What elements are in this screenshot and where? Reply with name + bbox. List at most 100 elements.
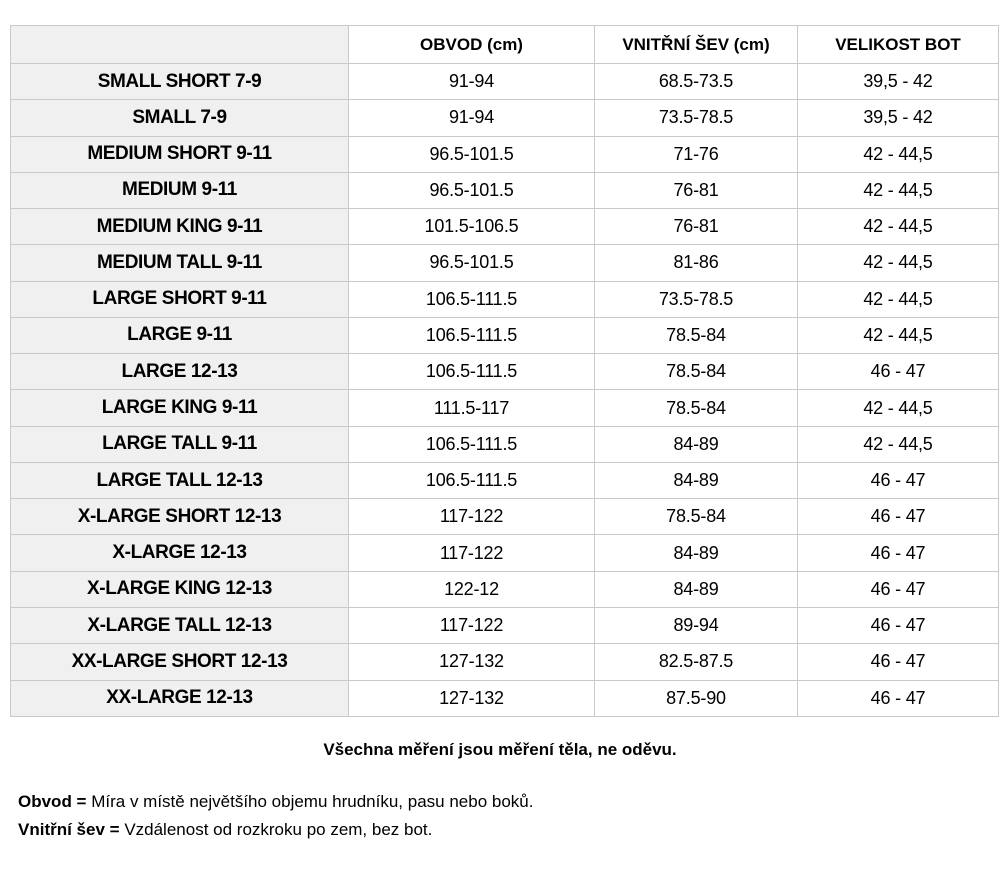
cell-value: 106.5-111.5 [348,425,595,463]
table-header-row: OBVOD (cm) VNITŘNÍ ŠEV (cm) VELIKOST BOT [10,25,999,64]
definition-vnitrni-sev-text: Vzdálenost od rozkroku po zem, bez bot. [124,820,433,839]
cell-value: 89-94 [594,606,798,645]
definition-obvod-term: Obvod = [18,792,87,811]
cell-value: 42 - 44,5 [797,171,999,210]
cell-value: 81-86 [594,244,798,282]
table-row: MEDIUM KING 9-11 101.5-106.5 76-81 42 - 44,… [10,208,999,246]
cell-value: 39,5 - 42 [797,99,999,137]
size-table-body: SMALL SHORT 7-9 91-94 68.5-73.5 39,5 - 42 SM… [10,62,999,718]
table-row: XX-LARGE 12-13 127-132 87.5-90 46 - 47 [10,679,999,718]
cell-value: 117-122 [348,606,595,645]
row-label: X-LARGE TALL 12-13 [10,606,349,645]
cell-value: 96.5-101.5 [348,244,595,282]
definition-vnitrni-sev-term: Vnitřní šev = [18,820,120,839]
cell-value: 71-76 [594,135,798,173]
cell-value: 122-12 [348,570,595,608]
cell-value: 42 - 44,5 [797,425,999,463]
cell-value: 127-132 [348,679,595,718]
table-row: X-LARGE KING 12-13 122-12 84-89 46 - 47 [10,570,999,608]
cell-value: 106.5-111.5 [348,316,595,355]
table-row: X-LARGE 12-13 117-122 84-89 46 - 47 [10,534,999,572]
column-header-vnitrni-sev: VNITŘNÍ ŠEV (cm) [594,25,798,64]
definitions-block: Obvod = Míra v místě největšího objemu h… [18,788,533,844]
cell-value: 106.5-111.5 [348,280,595,318]
row-label: MEDIUM KING 9-11 [10,208,349,246]
row-label: X-LARGE KING 12-13 [10,570,349,608]
column-header-obvod: OBVOD (cm) [348,25,595,64]
table-row: LARGE KING 9-11 111.5-117 78.5-84 42 - 44,5 [10,389,999,427]
cell-value: 46 - 47 [797,643,999,681]
cell-value: 42 - 44,5 [797,316,999,355]
cell-value: 73.5-78.5 [594,280,798,318]
cell-value: 127-132 [348,643,595,681]
cell-value: 42 - 44,5 [797,208,999,246]
definition-obvod-text: Míra v místě největšího objemu hrudníku,… [91,792,534,811]
cell-value: 42 - 44,5 [797,280,999,318]
cell-value: 78.5-84 [594,389,798,427]
cell-value: 78.5-84 [594,353,798,391]
corner-cell [10,25,349,64]
definition-vnitrni-sev: Vnitřní šev = Vzdálenost od rozkroku po … [18,816,533,844]
cell-value: 82.5-87.5 [594,643,798,681]
table-row: MEDIUM 9-11 96.5-101.5 76-81 42 - 44,5 [10,171,999,210]
cell-value: 42 - 44,5 [797,135,999,173]
table-row: LARGE TALL 9-11 106.5-111.5 84-89 42 - 44,5 [10,425,999,463]
cell-value: 46 - 47 [797,461,999,500]
cell-value: 46 - 47 [797,606,999,645]
row-label: LARGE TALL 12-13 [10,461,349,500]
cell-value: 106.5-111.5 [348,461,595,500]
cell-value: 76-81 [594,171,798,210]
cell-value: 78.5-84 [594,316,798,355]
row-label: XX-LARGE SHORT 12-13 [10,643,349,681]
cell-value: 46 - 47 [797,570,999,608]
cell-value: 84-89 [594,534,798,572]
table-row: SMALL 7-9 91-94 73.5-78.5 39,5 - 42 [10,99,999,137]
cell-value: 46 - 47 [797,679,999,718]
cell-value: 91-94 [348,62,595,101]
row-label: MEDIUM 9-11 [10,171,349,210]
table-row: MEDIUM TALL 9-11 96.5-101.5 81-86 42 - 44,5 [10,244,999,282]
table-row: X-LARGE SHORT 12-13 117-122 78.5-84 46 - 47 [10,498,999,536]
cell-value: 39,5 - 42 [797,62,999,101]
cell-value: 101.5-106.5 [348,208,595,246]
column-header-velikost-bot: VELIKOST BOT [797,25,999,64]
cell-value: 42 - 44,5 [797,389,999,427]
cell-value: 76-81 [594,208,798,246]
row-label: LARGE 9-11 [10,316,349,355]
table-row: LARGE SHORT 9-11 106.5-111.5 73.5-78.5 42 -… [10,280,999,318]
cell-value: 68.5-73.5 [594,62,798,101]
row-label: LARGE TALL 9-11 [10,425,349,463]
measurement-note: Všechna měření jsou měření těla, ne oděv… [323,740,677,759]
table-row: LARGE TALL 12-13 106.5-111.5 84-89 46 - 47 [10,461,999,500]
cell-value: 46 - 47 [797,353,999,391]
cell-value: 42 - 44,5 [797,244,999,282]
cell-value: 117-122 [348,498,595,536]
table-row: LARGE 12-13 106.5-111.5 78.5-84 46 - 47 [10,353,999,391]
cell-value: 111.5-117 [348,389,595,427]
row-label: SMALL SHORT 7-9 [10,62,349,101]
cell-value: 91-94 [348,99,595,137]
cell-value: 46 - 47 [797,498,999,536]
cell-value: 84-89 [594,570,798,608]
row-label: LARGE SHORT 9-11 [10,280,349,318]
cell-value: 106.5-111.5 [348,353,595,391]
cell-value: 87.5-90 [594,679,798,718]
cell-value: 46 - 47 [797,534,999,572]
definition-obvod: Obvod = Míra v místě největšího objemu h… [18,788,533,816]
cell-value: 96.5-101.5 [348,135,595,173]
cell-value: 84-89 [594,461,798,500]
cell-value: 84-89 [594,425,798,463]
size-chart-table: OBVOD (cm) VNITŘNÍ ŠEV (cm) VELIKOST BOT… [10,25,999,718]
table-row: XX-LARGE SHORT 12-13 127-132 82.5-87.5 46 -… [10,643,999,681]
row-label: LARGE 12-13 [10,353,349,391]
row-label: LARGE KING 9-11 [10,389,349,427]
cell-value: 78.5-84 [594,498,798,536]
cell-value: 73.5-78.5 [594,99,798,137]
table-row: LARGE 9-11 106.5-111.5 78.5-84 42 - 44,5 [10,316,999,355]
table-row: X-LARGE TALL 12-13 117-122 89-94 46 - 47 [10,606,999,645]
row-label: SMALL 7-9 [10,99,349,137]
row-label: MEDIUM SHORT 9-11 [10,135,349,173]
row-label: XX-LARGE 12-13 [10,679,349,718]
row-label: X-LARGE 12-13 [10,534,349,572]
cell-value: 117-122 [348,534,595,572]
